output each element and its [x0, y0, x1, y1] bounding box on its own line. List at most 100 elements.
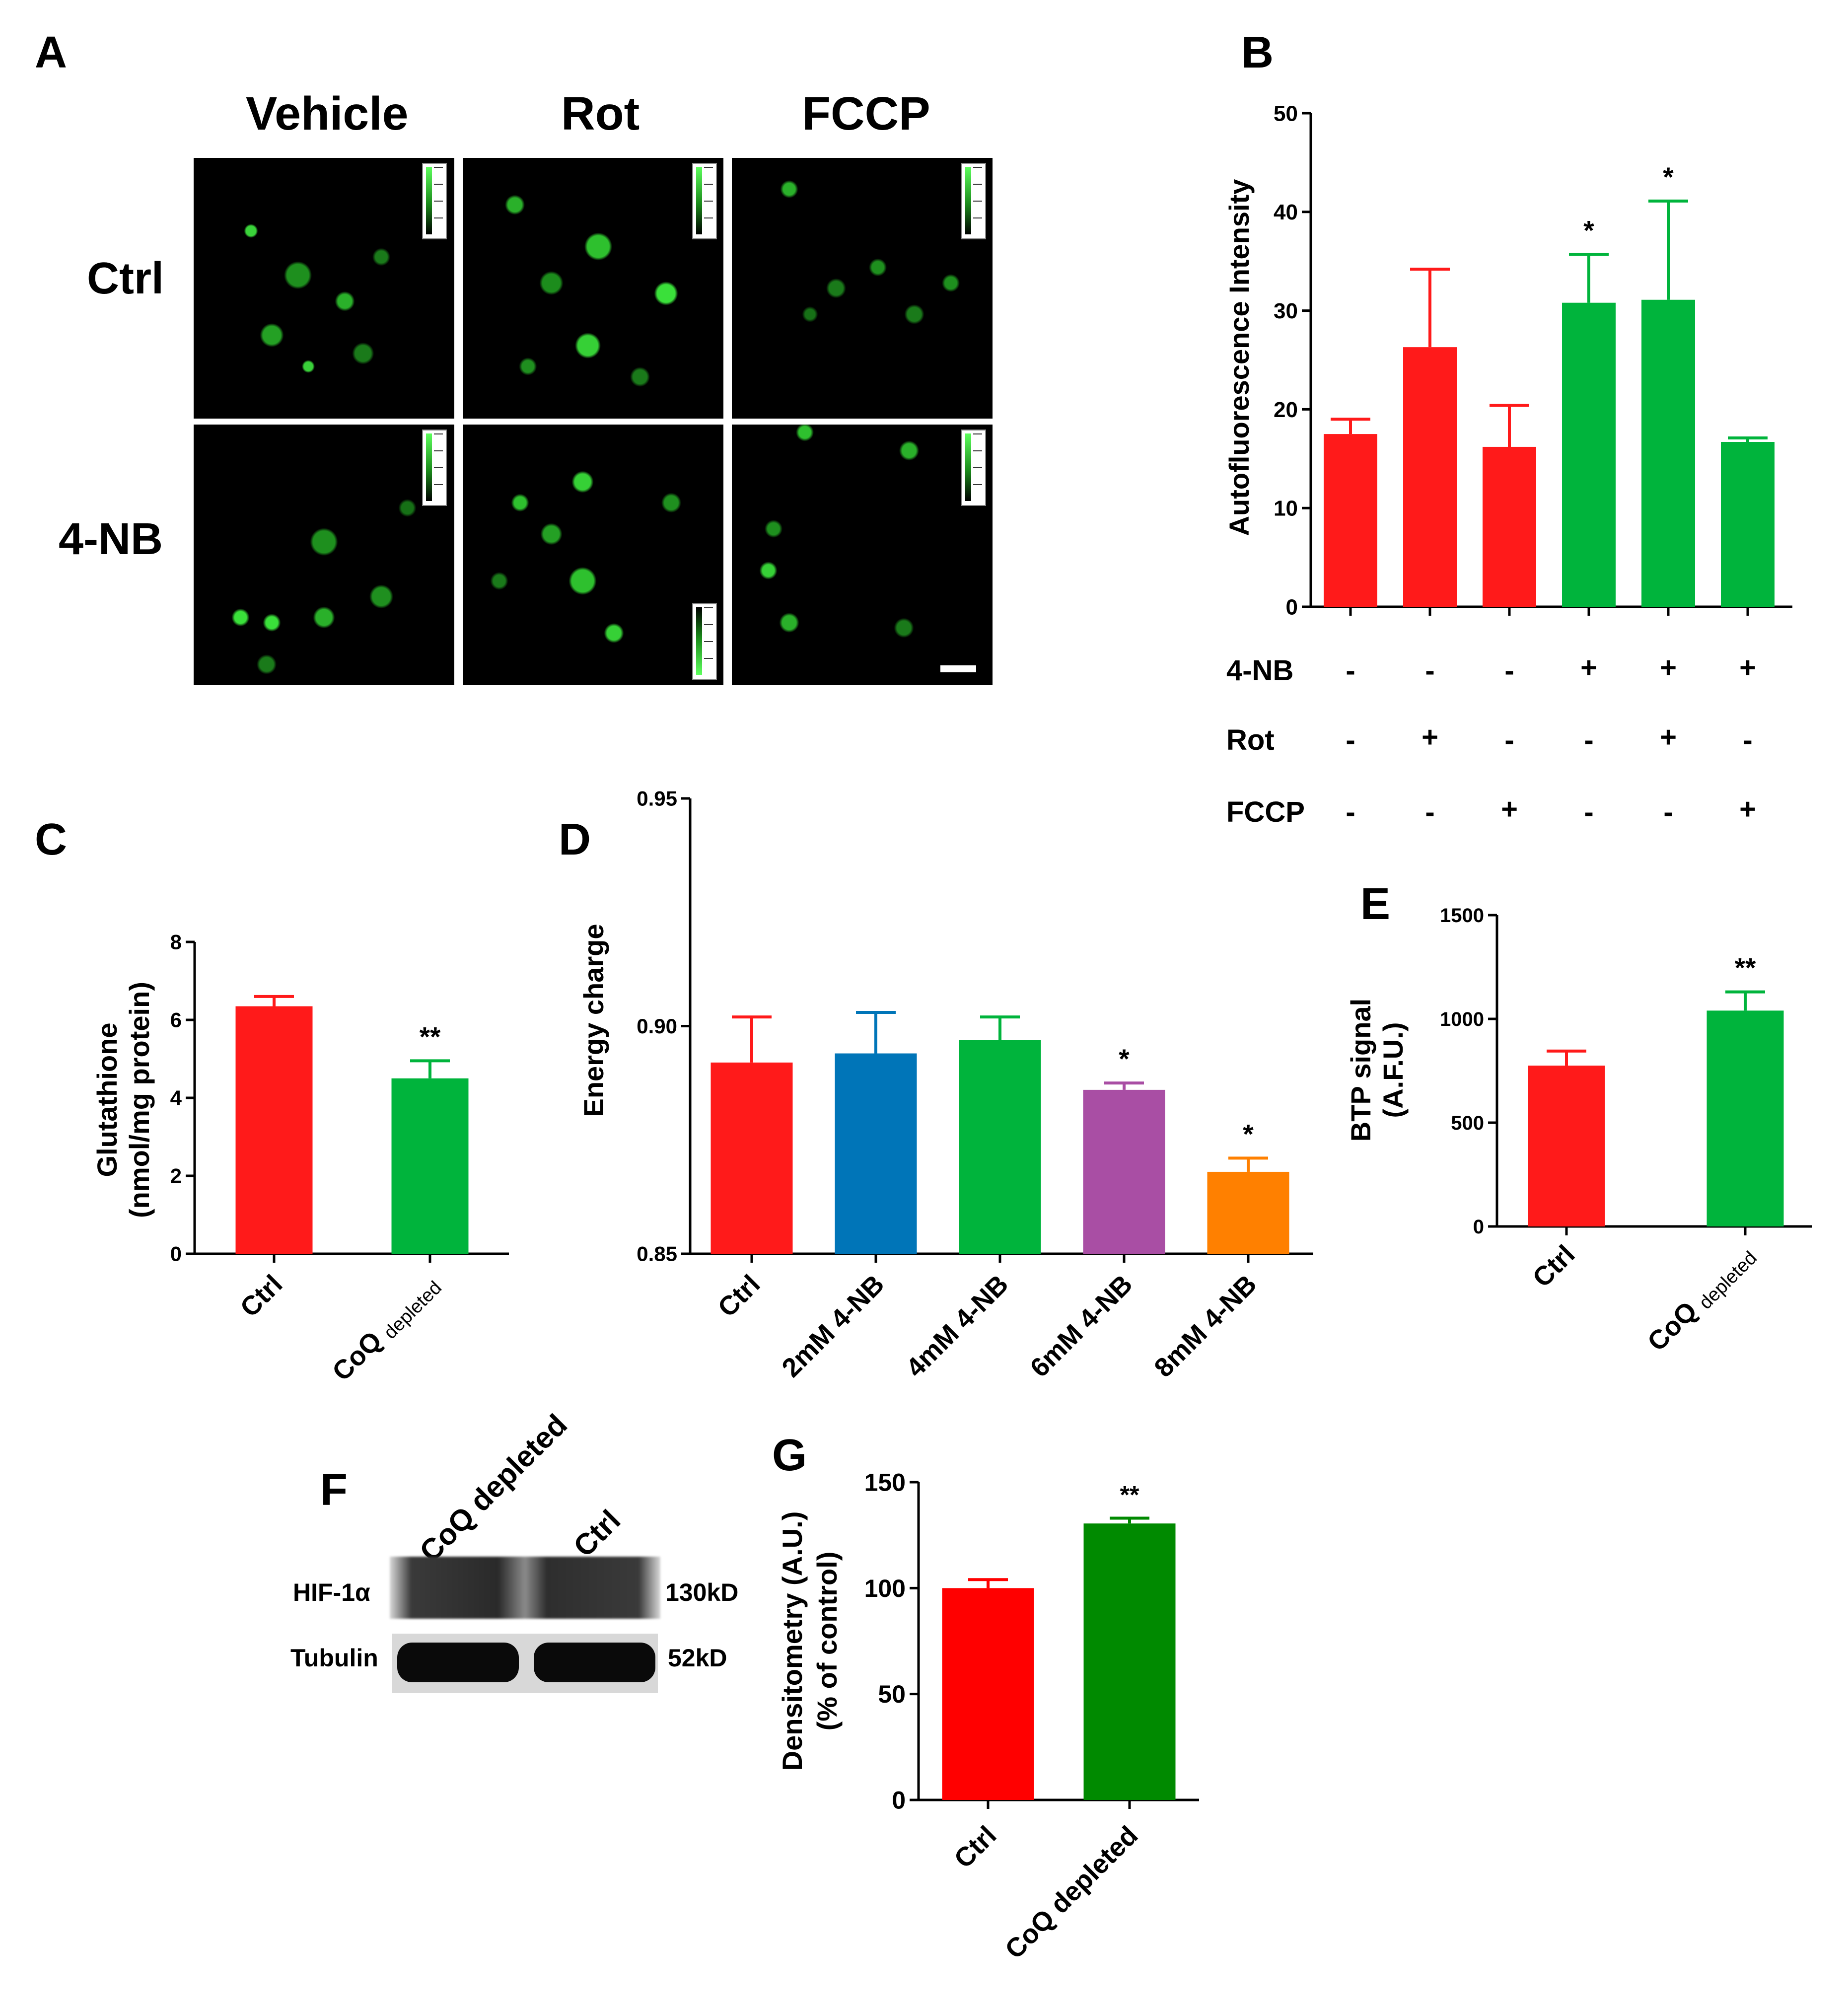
- b-condition-sign: +: [1501, 793, 1518, 825]
- d-bar: [959, 1040, 1041, 1254]
- column-header-vehicle: Vehicle: [246, 87, 409, 140]
- b-condition-sign: +: [1739, 793, 1756, 825]
- c-y-tick-label: 6: [170, 1008, 182, 1032]
- g-y-tick-label: 50: [878, 1680, 906, 1708]
- d-bar: [711, 1062, 793, 1254]
- b-condition-sign: +: [1660, 651, 1677, 684]
- e-bar: [1528, 1066, 1605, 1226]
- panel-letter-e: E: [1360, 879, 1391, 929]
- g-category-label: CoQ depleted: [999, 1820, 1144, 1965]
- b-y-tick-label: 40: [1274, 200, 1298, 224]
- d-category-label: 8mM 4-NB: [1148, 1269, 1262, 1383]
- c-bar: [235, 1006, 313, 1254]
- e-y-axis-label: BTP signal: [1345, 999, 1376, 1142]
- d-y-tick-label: 0.95: [637, 787, 677, 810]
- panel-letter-c: C: [35, 815, 67, 864]
- scale-bar: [940, 665, 976, 672]
- d-y-axis-label: Energy charge: [578, 924, 609, 1117]
- c-y-tick-label: 2: [170, 1164, 182, 1188]
- b-condition-sign: +: [1739, 651, 1756, 684]
- panel-letter-f: F: [320, 1465, 348, 1515]
- c-y-tick-label: 4: [170, 1086, 182, 1110]
- b-bar: [1641, 299, 1695, 607]
- micrograph-4nb-rot: [463, 425, 723, 685]
- b-y-tick-label: 10: [1274, 497, 1298, 521]
- size-label-130kd: 130kD: [665, 1578, 739, 1606]
- g-bar: [942, 1588, 1034, 1800]
- b-y-tick-label: 0: [1286, 595, 1298, 619]
- d-significance-label: *: [1243, 1118, 1254, 1149]
- g-y-axis-label: Densitometry (A.U.): [777, 1511, 808, 1771]
- b-significance-label: *: [1663, 161, 1674, 192]
- b-significance-label: *: [1583, 215, 1594, 245]
- blot-tubulin: [392, 1634, 658, 1693]
- b-bar: [1721, 442, 1775, 607]
- d-bar: [1207, 1171, 1289, 1254]
- b-condition-sign: -: [1663, 796, 1673, 828]
- b-condition-sign: -: [1584, 796, 1593, 828]
- b-condition-sign: -: [1743, 724, 1752, 756]
- micrograph-ctrl-fccp: [732, 158, 993, 419]
- row-label-4nb: 4-NB: [59, 514, 163, 564]
- micrograph-ctrl-vehicle: [194, 158, 454, 419]
- d-bar: [835, 1053, 917, 1254]
- g-bar: [1083, 1523, 1176, 1800]
- c-y-tick-label: 8: [170, 931, 182, 954]
- e-significance-label: **: [1735, 952, 1756, 983]
- micrograph-4nb-fccp: [732, 425, 993, 685]
- b-condition-sign: -: [1504, 724, 1514, 756]
- d-significance-label: *: [1119, 1043, 1130, 1074]
- band-label-hif1a: HIF-1α: [293, 1578, 370, 1606]
- b-condition-sign: -: [1425, 654, 1434, 687]
- blot-hif1a: [390, 1557, 660, 1619]
- size-label-52kd: 52kD: [668, 1644, 727, 1672]
- g-y-axis-label-units: (% of control): [811, 1552, 843, 1731]
- b-condition-sign: -: [1504, 654, 1514, 687]
- c-y-tick-label: 0: [170, 1242, 182, 1266]
- e-category-label: CoQ depleted: [1642, 1239, 1761, 1359]
- b-bar: [1403, 347, 1457, 607]
- b-y-tick-label: 30: [1274, 299, 1298, 323]
- panel-letter-g: G: [772, 1431, 807, 1480]
- d-category-label: 6mM 4-NB: [1024, 1269, 1138, 1383]
- band-label-tubulin: Tubulin: [290, 1644, 378, 1672]
- e-category-label: Ctrl: [1527, 1239, 1580, 1293]
- c-category-label: Ctrl: [234, 1269, 288, 1323]
- d-y-tick-label: 0.90: [637, 1014, 677, 1038]
- c-y-axis-label: Glutathione: [91, 1022, 123, 1177]
- d-category-label: 2mM 4-NB: [776, 1269, 890, 1383]
- micrograph-4nb-vehicle: [194, 425, 454, 685]
- b-condition-sign: -: [1346, 796, 1355, 828]
- b-condition-sign: -: [1584, 724, 1593, 756]
- b-y-axis-label: Autofluorescence Intensity: [1223, 179, 1255, 536]
- g-y-tick-label: 0: [892, 1787, 906, 1814]
- b-bar: [1483, 446, 1536, 607]
- column-header-rot: Rot: [561, 87, 640, 140]
- b-bar: [1324, 434, 1377, 607]
- panel-letter-b: B: [1241, 28, 1274, 77]
- d-category-label: Ctrl: [712, 1269, 766, 1323]
- b-condition-sign: -: [1346, 654, 1355, 687]
- e-y-tick-label: 0: [1473, 1216, 1484, 1238]
- c-bar: [391, 1078, 469, 1254]
- micrograph-ctrl-rot: [463, 158, 723, 419]
- b-condition-row-label: FCCP: [1226, 796, 1305, 828]
- b-condition-row-label: 4-NB: [1226, 654, 1293, 687]
- b-bar: [1562, 302, 1616, 607]
- b-condition-sign: +: [1580, 651, 1597, 684]
- b-condition-sign: +: [1660, 721, 1677, 753]
- b-y-tick-label: 50: [1274, 101, 1298, 126]
- e-y-tick-label: 500: [1451, 1112, 1484, 1134]
- g-significance-label: **: [1120, 1481, 1139, 1509]
- d-bar: [1083, 1089, 1165, 1254]
- g-y-tick-label: 150: [864, 1469, 906, 1497]
- g-category-label: Ctrl: [948, 1820, 1002, 1874]
- panel-letter-a: A: [35, 28, 67, 77]
- panel-letter-d: D: [559, 815, 591, 864]
- e-y-axis-label-units: (A.F.U.): [1377, 1022, 1409, 1118]
- e-y-tick-label: 1000: [1440, 1008, 1484, 1030]
- b-condition-sign: -: [1425, 796, 1434, 828]
- g-y-tick-label: 100: [864, 1575, 906, 1602]
- column-header-fccp: FCCP: [802, 87, 930, 140]
